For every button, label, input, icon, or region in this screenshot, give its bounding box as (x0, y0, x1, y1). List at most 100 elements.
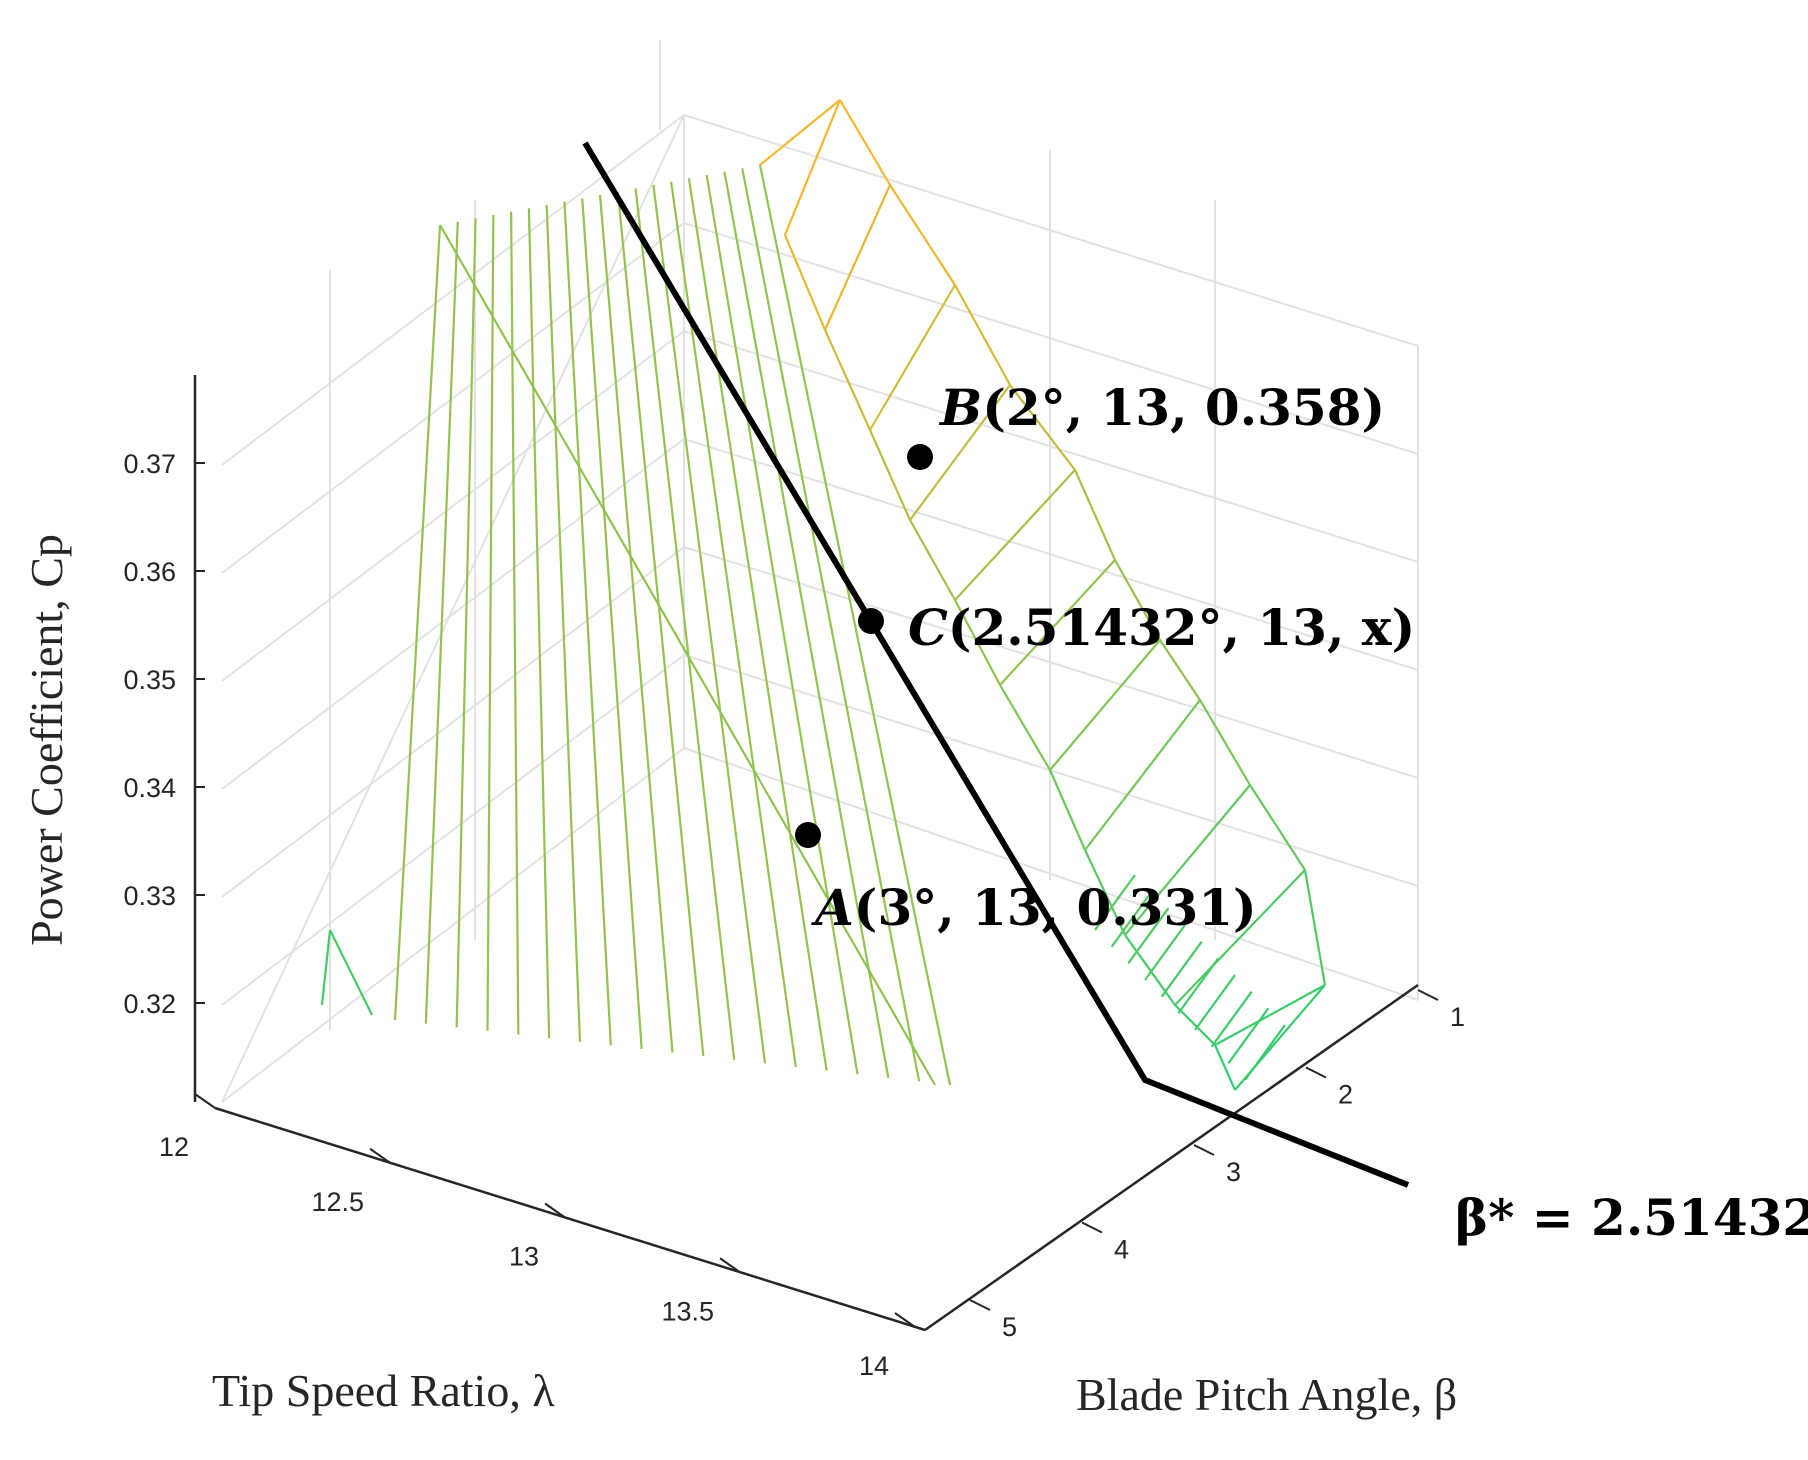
point-c-coords: (2.51432°, 13, x) (948, 598, 1415, 657)
surface-gridline (329, 929, 373, 1016)
z-tick-label: 0.32 (123, 989, 176, 1019)
z-tick-label: 0.36 (123, 557, 176, 587)
surface-fold-edge (909, 519, 956, 601)
surface-step-line (1110, 891, 1153, 948)
x-tick-mark (194, 1093, 216, 1109)
surface-step-line (1210, 991, 1253, 1048)
y-tick-label: 3 (1226, 1157, 1241, 1187)
point-b-name: B (938, 378, 982, 437)
surface-ridge-edge (1073, 469, 1117, 561)
surface-ridge-edge (759, 99, 841, 166)
surface-step-line (1084, 699, 1201, 851)
point-b-label: B(2°, 13, 0.358) (938, 378, 1385, 437)
surface-step-line (909, 384, 1011, 521)
surface-step-line (823, 184, 892, 331)
point-b (907, 444, 933, 470)
point-a-name: A (811, 878, 854, 937)
surface-ridge-edge (1159, 639, 1201, 701)
surface-ridge-edge (954, 284, 1011, 386)
surface-step-line (1214, 984, 1326, 1046)
surface-step-line (1094, 874, 1136, 931)
surface-gridline (439, 224, 936, 1086)
surface-gridline (598, 194, 674, 1053)
y-axis-line (924, 983, 1419, 1332)
surface-step-line (1127, 907, 1170, 964)
z-tick-label: 0.34 (123, 773, 176, 803)
surface-gridline (455, 218, 477, 1028)
surface-gridline (527, 208, 551, 1039)
surface-gridline (581, 198, 643, 1049)
surface-fold-edge (868, 429, 912, 521)
x-axis-title: Tip Speed Ratio, λ (212, 1365, 555, 1416)
point-b-coords: (2°, 13, 0.358) (982, 378, 1385, 437)
x-tick-mark (369, 1147, 391, 1164)
surface-step-line (1160, 941, 1203, 998)
surface-gridline (563, 201, 612, 1046)
surface-fold-edge (823, 329, 872, 431)
z-tick-label: 0.33 (123, 881, 176, 911)
surface-fold-edge (1174, 1004, 1216, 1046)
surface-ridge-edge (1249, 784, 1306, 871)
x-tick-label: 12 (159, 1132, 189, 1162)
surface-step-line (954, 469, 1076, 601)
y-tick-mark (1417, 989, 1439, 1001)
surface-step-line (1177, 957, 1220, 1014)
optimal-beta-line (582, 141, 1410, 1188)
z-tick-label: 0.35 (123, 665, 176, 695)
surface-fold-edge (954, 599, 1001, 686)
z-tick-label: 0.37 (123, 449, 176, 479)
y-axis-ticks: 1 2 3 4 5 (969, 989, 1465, 1342)
x-tick-label: 13 (509, 1242, 539, 1272)
surface-gridline (393, 224, 442, 1021)
y-tick-mark (1081, 1221, 1103, 1234)
surface-gridline (723, 171, 890, 1078)
point-c-label: C(2.51432°, 13, x) (908, 598, 1415, 657)
surface-gridline (634, 188, 736, 1060)
x-tick-label: 14 (859, 1351, 889, 1381)
surface-step-line (1194, 974, 1236, 1031)
surface-step-line (999, 559, 1116, 686)
surface-fold-edge (1048, 769, 1087, 851)
surface-fold-edge (999, 684, 1051, 771)
surface-gridline (510, 211, 520, 1035)
x-axis-ticks: 12 12.5 13 13.5 14 (159, 1093, 916, 1381)
point-a (795, 822, 821, 848)
surface-step-line (1144, 924, 1186, 981)
surface-gridline (320, 929, 332, 1006)
surface-gridline (616, 191, 705, 1057)
y-tick-mark (1193, 1144, 1215, 1156)
surface-ridge-edge (1303, 869, 1327, 986)
surface-step-line (1244, 1024, 1286, 1081)
x-tick-label: 12.5 (311, 1187, 364, 1217)
surface-ridge-edge (1114, 559, 1161, 641)
y-tick-label: 5 (1002, 1312, 1017, 1342)
z-axis-ticks: 0.32 0.33 0.34 0.35 0.36 0.37 (123, 449, 205, 1019)
z-axis-title: Power Coefficient, Cp (21, 534, 72, 946)
surface-step-line (1174, 869, 1306, 1006)
surface-fold-edge (1124, 934, 1176, 1006)
x-tick-label: 13.5 (661, 1296, 714, 1326)
x-tick-mark (894, 1312, 916, 1328)
surface-gridline (758, 164, 952, 1086)
cp-surface-mesh (320, 99, 1327, 1091)
surface-gridline (486, 214, 495, 1031)
y-tick-mark (969, 1299, 991, 1311)
x-tick-mark (719, 1257, 741, 1274)
y-tick-mark (1305, 1066, 1327, 1079)
surface-fold-edge (1213, 1044, 1237, 1091)
surface-step-line (1124, 784, 1251, 936)
surface-gridline (652, 184, 767, 1064)
surface-ridge-edge (1199, 699, 1251, 786)
surface-ridge-edge (889, 184, 956, 286)
y-axis-title: Blade Pitch Angle, β (1076, 1369, 1457, 1420)
back-grid (221, 40, 1419, 1103)
surface-ridge-edge (839, 99, 891, 186)
surface-ridge-edge (1009, 384, 1076, 471)
surface-gridline (545, 204, 582, 1042)
y-tick-label: 4 (1114, 1235, 1129, 1265)
point-c (858, 608, 884, 634)
y-tick-label: 1 (1450, 1002, 1465, 1032)
x-tick-mark (544, 1202, 566, 1219)
surface-step-line (869, 284, 956, 431)
x-axis-line (214, 1106, 926, 1332)
